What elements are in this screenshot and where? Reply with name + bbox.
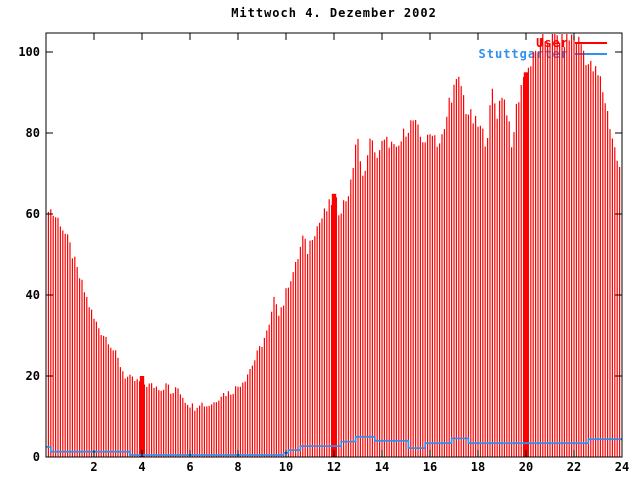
- legend-user-line-sample: [575, 42, 607, 44]
- y-tick-label: 80: [26, 126, 40, 140]
- y-tick-labels: 0 20 40 60 80 100: [18, 45, 40, 464]
- x-tick-label: 2: [90, 460, 97, 474]
- x-tick-label: 20: [519, 460, 533, 474]
- y-tick-label: 0: [33, 450, 40, 464]
- x-tick-label: 18: [471, 460, 485, 474]
- y-tick-label: 20: [26, 369, 40, 383]
- x-tick-labels: 2 4 6 8 10 12 14 16 18 20 22 24: [90, 460, 629, 474]
- x-tick-label: 6: [186, 460, 193, 474]
- x-tick-label: 16: [423, 460, 437, 474]
- chart-title: Mittwoch 4. Dezember 2002: [231, 6, 437, 20]
- x-tick-label: 4: [138, 460, 145, 474]
- x-tick-label: 24: [615, 460, 629, 474]
- axis-ticks: [46, 33, 622, 457]
- y-tick-label: 40: [26, 288, 40, 302]
- stuttgarter-line: [46, 435, 622, 456]
- user-bars: [47, 34, 621, 457]
- event-bars: [139, 72, 529, 458]
- x-tick-label: 10: [279, 460, 293, 474]
- x-tick-label: 12: [327, 460, 341, 474]
- legend-stuttgarter-line-sample: [575, 53, 607, 55]
- x-tick-label: 8: [234, 460, 241, 474]
- x-tick-label: 22: [567, 460, 581, 474]
- x-tick-label: 14: [375, 460, 389, 474]
- y-tick-label: 60: [26, 207, 40, 221]
- y-tick-label: 100: [18, 45, 40, 59]
